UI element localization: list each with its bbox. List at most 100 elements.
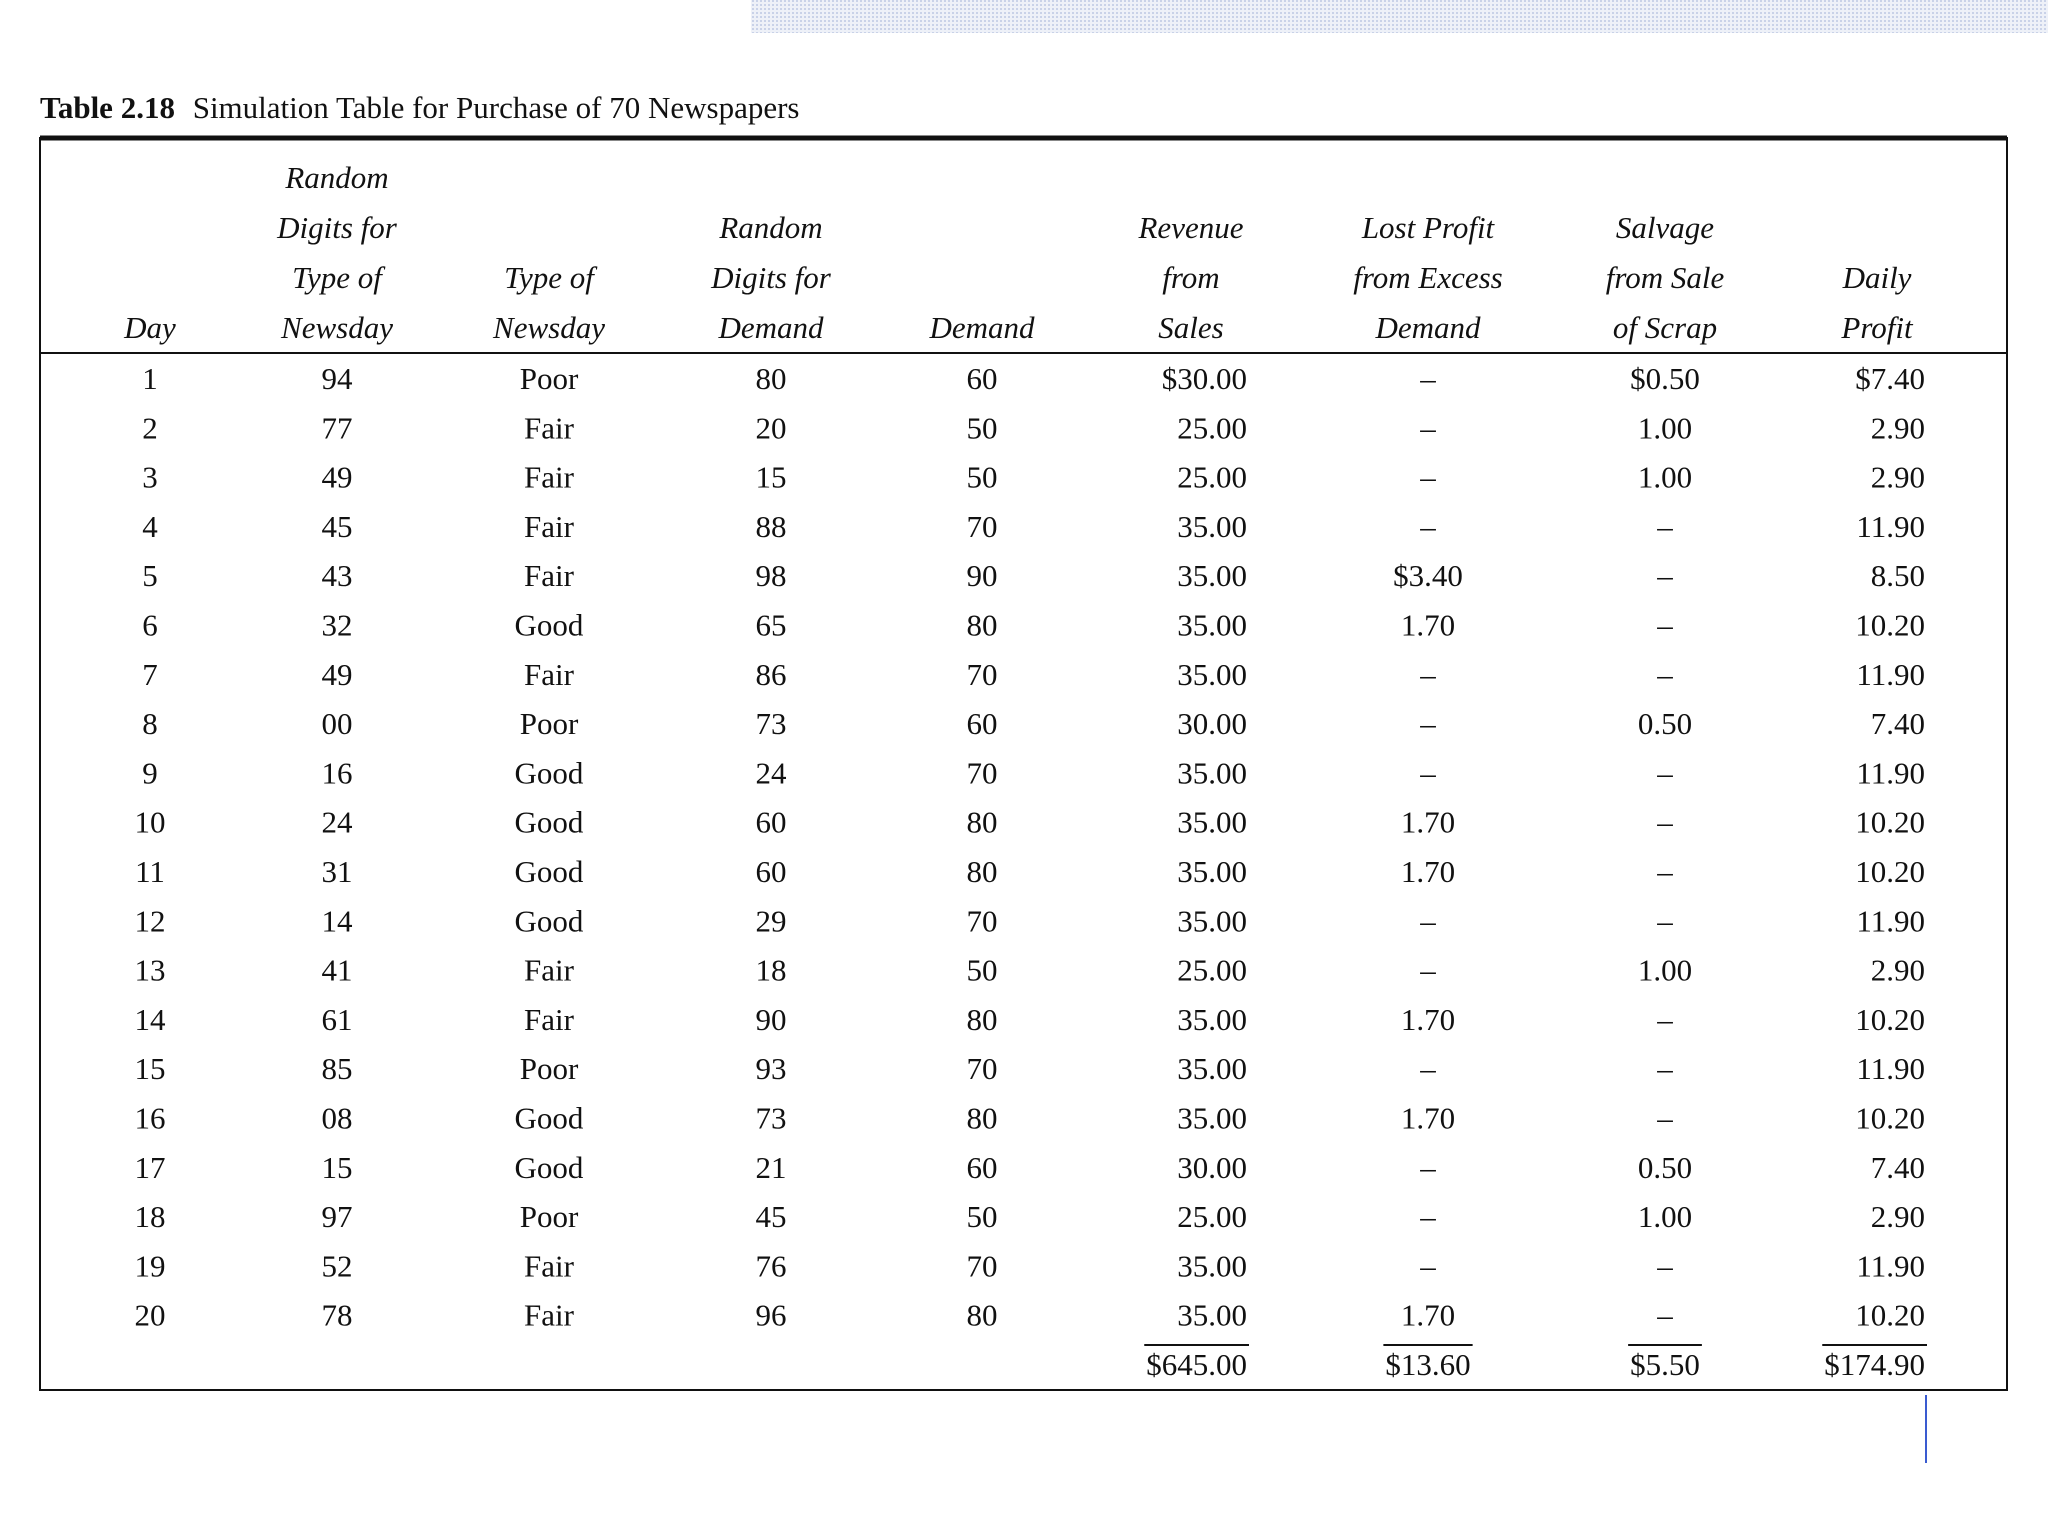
cell: 65 [756, 608, 787, 643]
table-title: Table 2.18 Simulation Table for Purchase… [40, 90, 800, 125]
cell: 2.90 [1871, 460, 1925, 495]
cell: Good [515, 608, 584, 643]
cell: $30.00 [1162, 361, 1247, 396]
cell: – [1419, 509, 1436, 544]
column-header: Digits for [276, 210, 398, 245]
cell: 1.70 [1401, 1101, 1455, 1136]
cell: 35.00 [1177, 1101, 1247, 1136]
cell: – [1656, 1051, 1673, 1086]
cell: Good [515, 805, 584, 840]
cell: 4 [142, 509, 158, 544]
cell: 60 [967, 706, 998, 741]
cell: 49 [322, 460, 353, 495]
cell: 11.90 [1856, 509, 1925, 544]
cell: Fair [524, 558, 575, 593]
total: $174.90 [1824, 1347, 1925, 1382]
cell: 7.40 [1871, 1150, 1925, 1185]
cell: 60 [756, 854, 787, 889]
cell: 1.70 [1401, 1002, 1455, 1037]
cell: $7.40 [1855, 361, 1925, 396]
column-header: Type of [504, 260, 598, 295]
cell: 50 [967, 953, 998, 988]
cell: 35.00 [1177, 854, 1247, 889]
cell: 8.50 [1871, 558, 1925, 593]
cell: 98 [756, 558, 787, 593]
cell: Fair [524, 1248, 575, 1283]
cell: 35.00 [1177, 903, 1247, 938]
column-header: Demand [1374, 310, 1481, 345]
cell: 77 [322, 410, 353, 445]
cell: Poor [520, 1199, 579, 1234]
cell: Fair [524, 953, 575, 988]
column-header: Newsday [492, 310, 605, 345]
cell: 97 [322, 1199, 353, 1234]
cell: – [1656, 558, 1673, 593]
cell: 80 [967, 1101, 998, 1136]
cell: 70 [967, 657, 998, 692]
cell: 10.20 [1855, 608, 1925, 643]
cell: 9 [142, 755, 158, 790]
cell: 1 [142, 361, 158, 396]
cell: 60 [967, 1150, 998, 1185]
table: Day Random Digits for Type of Newsday Type of… [123, 160, 1927, 1382]
cell: 12 [135, 903, 166, 938]
cell: 35.00 [1177, 608, 1247, 643]
cell: 10.20 [1855, 1101, 1925, 1136]
cell: 1.70 [1401, 1298, 1455, 1333]
cell: 1.00 [1638, 410, 1692, 445]
cell: – [1419, 706, 1436, 741]
cell: 7 [142, 657, 158, 692]
cell: 10.20 [1855, 1298, 1925, 1333]
cell: Good [515, 903, 584, 938]
column-header: from [1162, 260, 1219, 295]
column-header: Random [284, 160, 388, 195]
cell: 49 [322, 657, 353, 692]
cell: 20 [135, 1298, 166, 1333]
cell: 1.00 [1638, 953, 1692, 988]
cell: 19 [135, 1248, 166, 1283]
cell: 17 [135, 1150, 166, 1185]
column-header: from Excess [1353, 260, 1503, 295]
cell: 14 [135, 1002, 167, 1037]
cell: $0.50 [1630, 361, 1700, 396]
cell: 11.90 [1856, 1051, 1925, 1086]
cell: 11.90 [1856, 1248, 1925, 1283]
cell: 21 [756, 1150, 787, 1185]
cell: 31 [322, 854, 353, 889]
cell: 15 [756, 460, 787, 495]
cell: 10.20 [1855, 1002, 1925, 1037]
column-header: Lost Profit [1361, 210, 1496, 245]
cell: – [1419, 460, 1436, 495]
cell: 2 [142, 410, 158, 445]
cell: 14 [322, 903, 354, 938]
cell: – [1419, 657, 1436, 692]
cell: 25.00 [1177, 410, 1247, 445]
column-header: Random [718, 210, 822, 245]
cell: 18 [756, 953, 787, 988]
cell: 96 [756, 1298, 787, 1333]
cell: – [1419, 361, 1436, 396]
cell: 86 [756, 657, 787, 692]
cell: 35.00 [1177, 657, 1247, 692]
cell: 3 [142, 460, 158, 495]
cell: 50 [967, 460, 998, 495]
cell: 70 [967, 903, 998, 938]
cell: 88 [756, 509, 787, 544]
total: $645.00 [1146, 1347, 1247, 1382]
cell: – [1419, 1199, 1436, 1234]
total: $5.50 [1630, 1347, 1700, 1382]
column-header: Salvage [1616, 210, 1714, 245]
cell: 32 [322, 608, 353, 643]
cell: 80 [967, 608, 998, 643]
cell: 1.70 [1401, 854, 1455, 889]
cell: 7.40 [1871, 706, 1925, 741]
column-header: Digits for [710, 260, 832, 295]
cell: – [1656, 608, 1673, 643]
cell: 35.00 [1177, 1298, 1247, 1333]
cell: – [1656, 657, 1673, 692]
cell: Fair [524, 460, 575, 495]
cell: 93 [756, 1051, 787, 1086]
cell: 6 [142, 608, 158, 643]
cell: Fair [524, 1002, 575, 1037]
